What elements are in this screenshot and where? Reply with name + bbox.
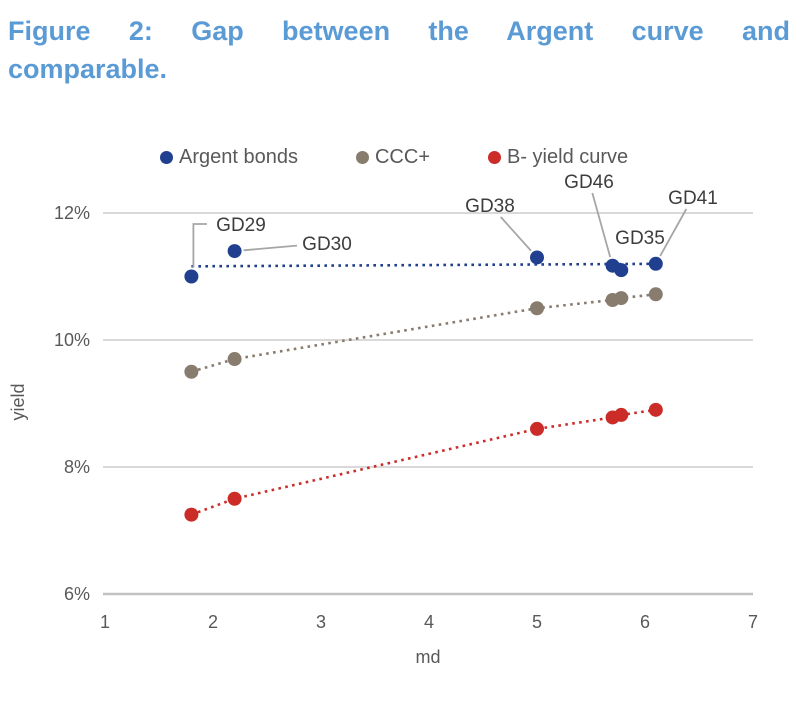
y-tick-12%: 12% [54,203,90,223]
point-CCC+ [227,352,242,367]
point-B- yield curve [648,402,663,417]
point-CCC+ [184,364,199,379]
legend-dot-icon [355,151,369,164]
y-tick-6%: 6% [64,584,90,604]
point-B- yield curve [530,421,544,436]
point-GD38 [530,250,544,265]
annotation-connector-GD46 [591,192,612,258]
annotation-label-GD29: GD29 [216,215,266,236]
x-tick-6: 6 [640,612,650,632]
legend-item-b-minus-yield-curve: B- yield curve [488,146,628,169]
x-tick-7: 7 [748,612,758,632]
y-axis-title: yield [8,383,28,420]
point-CCC+ [530,301,544,316]
x-tick-3: 3 [316,612,326,632]
y-tick-10%: 10% [54,330,90,350]
trendline-B- yield curve [190,408,656,516]
legend-label: CCC+ [374,146,430,168]
point-CCC+ [648,287,663,302]
point-B- yield curve [614,407,629,422]
legend-item-ccc-plus: CCC+ [355,146,430,169]
legend-label: Argent bonds [179,146,298,168]
x-tick-1: 1 [100,612,110,632]
x-axis-title: md [415,647,440,667]
legend-label: B- yield curve [507,146,629,168]
annotation-label-GD38: GD38 [465,196,515,217]
annotation-connector-GD38 [500,216,532,252]
point-B- yield curve [227,491,242,506]
x-tick-2: 2 [208,612,218,632]
annotation-connector-GD41 [659,208,688,257]
annotation-label-GD46: GD46 [564,172,614,193]
annotation-label-GD41: GD41 [668,188,718,209]
point-GD30 [227,244,242,259]
annotation-label-GD35: GD35 [615,228,665,249]
trendline-Argent bonds [191,262,661,268]
legend-dot-icon [488,151,501,164]
trendline-CCC+ [191,292,656,373]
point-GD41 [648,256,663,271]
figure-title: Figure 2: Gap between the Argent curve a… [8,12,790,88]
annotation-label-GD30: GD30 [302,234,352,255]
figure-title-line-1: Figure 2: Gap between the Argent curve a… [8,16,790,46]
point-GD29 [184,269,199,284]
figure-title-line-2: comparable. [8,54,168,84]
annotation-connector-GD29 [192,223,207,268]
point-CCC+ [614,291,629,306]
point-GD35 [614,263,629,278]
legend-item-argent-bonds: Argent bonds [160,146,298,169]
x-tick-4: 4 [424,612,434,632]
x-tick-5: 5 [532,612,542,632]
annotation-connector-GD30 [243,244,298,252]
legend-dot-icon [160,151,173,164]
point-B- yield curve [184,507,199,522]
chart-legend: Argent bonds CCC+ B- yield curve [160,146,628,169]
y-tick-8%: 8% [64,457,90,477]
